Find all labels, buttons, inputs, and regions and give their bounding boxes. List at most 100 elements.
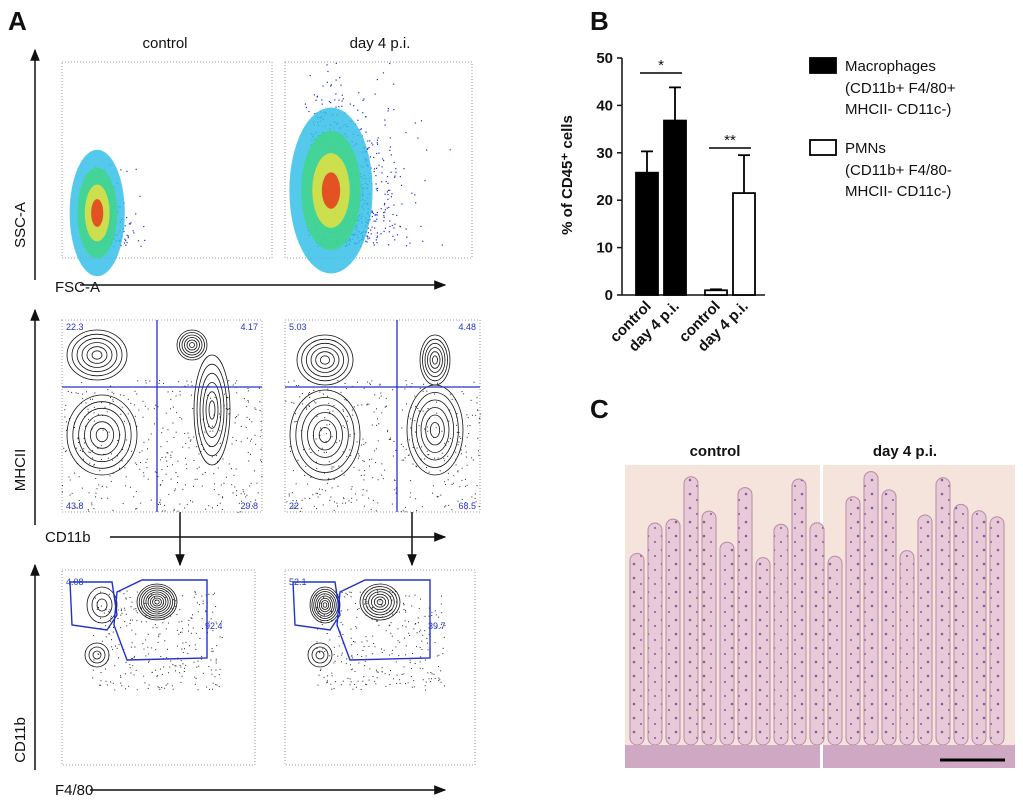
contour xyxy=(96,598,108,612)
contour xyxy=(307,412,343,458)
event xyxy=(151,647,153,649)
event xyxy=(366,403,368,405)
event xyxy=(135,491,137,493)
event xyxy=(427,672,429,674)
event xyxy=(101,640,103,642)
event xyxy=(376,232,378,234)
event xyxy=(130,672,132,674)
event xyxy=(363,460,365,462)
event xyxy=(150,433,152,435)
contour xyxy=(176,329,208,361)
event xyxy=(316,415,318,417)
event xyxy=(469,425,471,427)
event xyxy=(143,472,145,474)
event xyxy=(233,474,235,476)
event xyxy=(390,171,392,173)
event xyxy=(184,432,186,434)
event xyxy=(205,610,207,612)
event xyxy=(127,398,129,400)
event xyxy=(320,427,322,429)
event xyxy=(247,451,249,453)
event xyxy=(181,631,183,633)
event xyxy=(202,473,204,475)
event xyxy=(426,390,428,392)
event xyxy=(172,390,174,392)
event xyxy=(376,142,378,144)
event xyxy=(376,242,378,244)
event xyxy=(176,629,178,631)
event xyxy=(212,650,214,652)
event xyxy=(181,675,183,677)
event xyxy=(130,450,132,452)
event xyxy=(413,680,415,682)
event xyxy=(418,607,420,609)
event xyxy=(126,590,128,592)
event xyxy=(424,615,426,617)
event xyxy=(333,509,335,511)
event xyxy=(384,469,386,471)
event xyxy=(416,466,418,468)
event xyxy=(411,383,413,385)
contour xyxy=(310,347,340,373)
event xyxy=(420,120,423,122)
event xyxy=(292,500,294,502)
event xyxy=(385,685,387,687)
event xyxy=(425,681,427,683)
event xyxy=(148,684,150,686)
event xyxy=(403,609,405,611)
event xyxy=(190,617,192,619)
event xyxy=(246,406,248,408)
gate-value: 4.48 xyxy=(458,322,476,332)
event xyxy=(131,601,133,603)
contour xyxy=(154,599,160,605)
event xyxy=(166,460,168,462)
event xyxy=(208,505,210,507)
event xyxy=(128,685,130,687)
event xyxy=(228,408,230,410)
event xyxy=(334,660,336,662)
event xyxy=(390,670,392,672)
event xyxy=(365,131,367,133)
contour xyxy=(92,650,102,660)
contour xyxy=(196,363,228,457)
event xyxy=(316,606,318,608)
event xyxy=(340,684,342,686)
event xyxy=(127,460,129,462)
contour xyxy=(305,342,345,378)
event xyxy=(221,637,223,639)
event xyxy=(129,664,131,666)
contour xyxy=(317,595,333,615)
event xyxy=(177,476,179,478)
event xyxy=(333,662,335,664)
event xyxy=(479,417,481,419)
event xyxy=(246,494,248,496)
event xyxy=(371,211,373,214)
event xyxy=(195,632,197,634)
event xyxy=(415,202,417,204)
event xyxy=(213,489,215,491)
event xyxy=(148,439,150,441)
event xyxy=(358,92,360,94)
event xyxy=(338,636,340,638)
event xyxy=(182,628,184,630)
event xyxy=(170,457,172,459)
event xyxy=(458,432,460,434)
event xyxy=(336,442,338,444)
event xyxy=(382,158,384,160)
condition-title: control xyxy=(690,443,741,460)
event xyxy=(120,675,122,677)
event xyxy=(419,661,421,663)
event xyxy=(78,476,80,478)
event xyxy=(83,437,85,439)
event xyxy=(73,472,75,474)
event xyxy=(120,244,122,247)
contour xyxy=(429,422,441,438)
event xyxy=(368,459,370,461)
event xyxy=(377,440,379,442)
event xyxy=(392,235,394,237)
event xyxy=(308,448,310,450)
event xyxy=(324,472,326,474)
event xyxy=(315,438,317,440)
event xyxy=(413,686,415,688)
event xyxy=(210,618,212,620)
